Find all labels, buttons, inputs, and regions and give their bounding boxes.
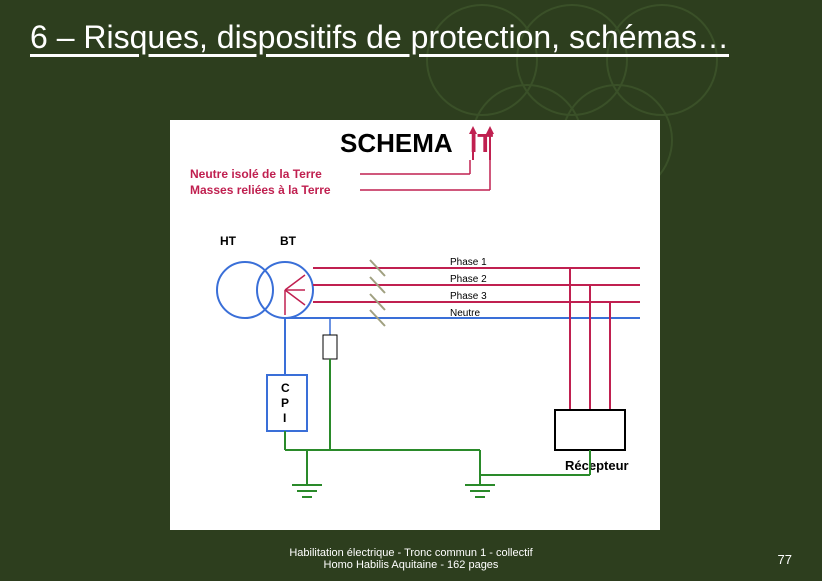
recepteur-label: Récepteur xyxy=(565,458,629,473)
slide-title: 6 – Risques, dispositifs de protection, … xyxy=(30,18,729,56)
cpi-p: P xyxy=(281,396,289,410)
slide-footer: Habilitation électrique - Tronc commun 1… xyxy=(0,547,822,571)
breaker-marks xyxy=(370,260,385,326)
ground-left-symbol xyxy=(292,485,322,497)
phase-1-label: Phase 1 xyxy=(450,257,487,268)
diagram-title-1: SCHEMA xyxy=(340,128,453,158)
transformer-star xyxy=(285,275,305,315)
phase-3-label: Phase 3 xyxy=(450,291,487,302)
page-number: 77 xyxy=(778,552,792,567)
label-bt: BT xyxy=(280,234,297,248)
recepteur-box xyxy=(555,410,625,450)
label-ht: HT xyxy=(220,234,237,248)
neutre-label: Neutre xyxy=(450,308,480,319)
footer-line2: Homo Habilis Aquitaine - 162 pages xyxy=(324,559,499,571)
ground-right-symbol xyxy=(465,485,495,497)
impedance xyxy=(323,335,337,359)
cpi-i: I xyxy=(283,411,286,425)
footer-line1: Habilitation électrique - Tronc commun 1… xyxy=(289,547,532,559)
subtitle-1: Neutre isolé de la Terre xyxy=(190,167,322,181)
subtitle-2: Masses reliées à la Terre xyxy=(190,183,331,197)
phase-2-label: Phase 2 xyxy=(450,274,487,285)
cpi-c: C xyxy=(281,381,290,395)
schema-diagram: SCHEMA IT Neutre isolé de la Terre Masse… xyxy=(170,120,660,530)
